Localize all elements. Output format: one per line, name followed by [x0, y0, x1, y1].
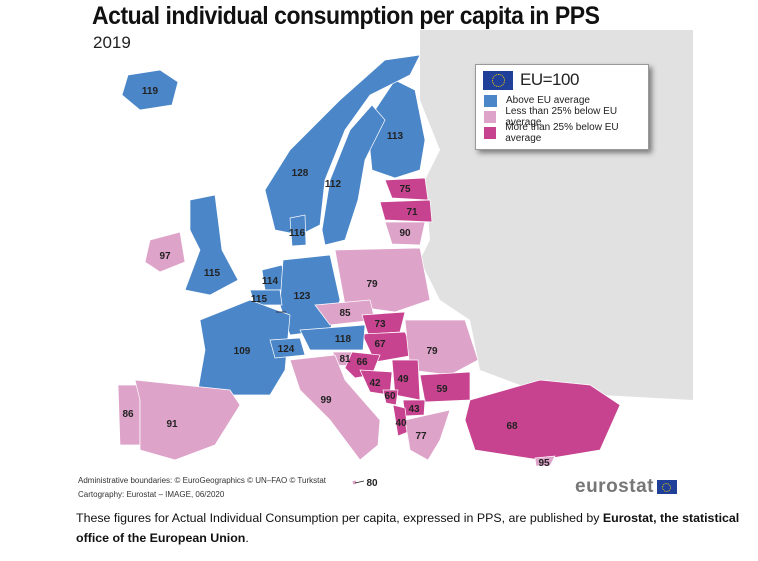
country-value-label: 114 [262, 276, 279, 287]
country-latvia [379, 199, 433, 223]
country-value-label: 113 [387, 131, 404, 142]
country-value-label: 86 [122, 409, 134, 420]
country-value-label: 109 [234, 346, 251, 357]
country-value-label: 43 [408, 404, 420, 415]
country-value-label: 60 [384, 391, 396, 402]
country-norway [264, 54, 421, 236]
country-ireland [144, 231, 186, 273]
country-montenegro [382, 389, 399, 406]
country-value-label: 85 [339, 308, 351, 319]
boundaries-credit: Administrative boundaries: © EuroGeograp… [78, 476, 327, 485]
legend-reference: EU=100 [520, 70, 579, 89]
country-value-label: 71 [406, 207, 418, 218]
country-value-label: 128 [292, 168, 309, 179]
country-value-label: 115 [251, 294, 268, 305]
country-france [197, 299, 291, 396]
country-value-label: 80 [366, 478, 378, 489]
legend: EU=100 Above EU average Less than 25% be… [475, 64, 649, 150]
country-poland [334, 247, 431, 313]
country-iceland [121, 69, 179, 111]
country-switzerland [269, 337, 306, 359]
country-value-label: 115 [204, 268, 221, 279]
cartography-credit: Cartography: Eurostat – IMAGE, 06/2020 [78, 490, 225, 499]
country-austria [299, 324, 366, 351]
country-value-label: 97 [159, 251, 171, 262]
country-value-label: 79 [366, 279, 378, 290]
country-value-label: 90 [399, 228, 411, 239]
map-subtitle: 2019 [93, 33, 131, 52]
country-value-label: 42 [369, 378, 381, 389]
legend-item-less-25: Less than 25% below EU average [484, 106, 648, 128]
legend-item-above: Above EU average [484, 94, 648, 107]
country-italy [289, 354, 381, 461]
country-denmark [289, 214, 307, 247]
country-value-label: 124 [278, 344, 295, 355]
eu-flag-icon [656, 480, 677, 494]
caption: These figures for Actual Individual Cons… [76, 511, 740, 545]
country-sweden [321, 104, 386, 246]
country-united-kingdom [184, 194, 239, 296]
country-cyprus [534, 455, 556, 467]
country-value-label: 91 [166, 419, 178, 430]
country-value-label: 95 [538, 458, 550, 469]
country-value-label: 73 [374, 319, 386, 330]
eurostat-logo: eurostat [575, 476, 677, 498]
country-value-label: 118 [335, 334, 352, 345]
country-value-label: 112 [325, 179, 342, 190]
country-value-label: 75 [399, 184, 411, 195]
country-value-label: 68 [506, 421, 518, 432]
country-value-label: 77 [415, 431, 427, 442]
country-value-label: 99 [320, 395, 332, 406]
country-value-label: 119 [142, 86, 159, 97]
map-title: Actual individual consumption per capita… [92, 2, 600, 30]
country-value-label: 67 [374, 339, 386, 350]
country-greece [404, 409, 451, 461]
country-malta [351, 479, 358, 486]
country-finland [369, 79, 426, 179]
country-belgium [249, 289, 283, 306]
country-value-label: 81 [339, 354, 351, 365]
country-value-label: 116 [289, 228, 306, 239]
country-value-label: 66 [356, 357, 368, 368]
country-value-label: 49 [397, 374, 409, 385]
country-lithuania [384, 221, 426, 246]
legend-item-more-25: More than 25% below EU average [484, 122, 648, 144]
country-value-label: 40 [395, 418, 407, 429]
country-value-label: 123 [294, 291, 311, 302]
country-value-label: 79 [426, 346, 438, 357]
country-turkey [464, 379, 621, 461]
eu-flag-icon [483, 70, 513, 90]
country-spain [134, 379, 241, 461]
country-value-label: 59 [436, 384, 448, 395]
